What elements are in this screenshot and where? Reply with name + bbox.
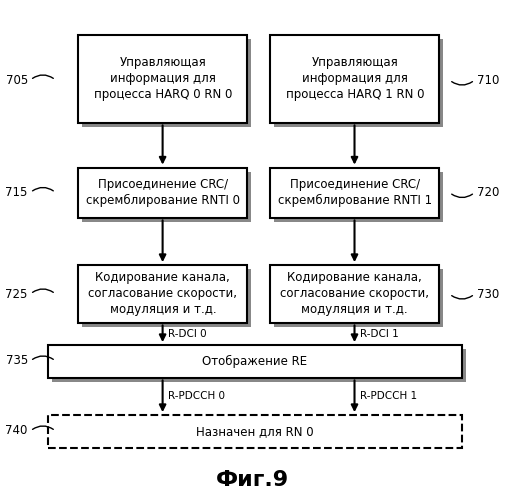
Text: Кодирование канала,
согласование скорости,
модуляция и т.д.: Кодирование канала, согласование скорост… — [280, 271, 429, 316]
Text: R-DCI 1: R-DCI 1 — [360, 329, 398, 339]
Text: 715: 715 — [6, 186, 28, 199]
Bar — [270, 168, 439, 218]
Bar — [78, 265, 247, 322]
Bar — [48, 345, 462, 378]
Bar — [270, 265, 439, 322]
Bar — [270, 35, 439, 122]
Bar — [82, 39, 251, 126]
Bar — [82, 269, 251, 326]
Text: 725: 725 — [6, 288, 28, 300]
Text: R-PDCCH 1: R-PDCCH 1 — [360, 391, 417, 401]
Bar — [78, 168, 247, 218]
Bar — [274, 39, 443, 126]
Bar — [78, 35, 247, 122]
Text: 740: 740 — [6, 424, 28, 438]
Bar — [274, 269, 443, 326]
Bar — [52, 349, 466, 382]
Text: 710: 710 — [477, 74, 499, 86]
Text: 735: 735 — [6, 354, 28, 368]
Text: Управляющая
информация для
процесса HARQ 0 RN 0: Управляющая информация для процесса HARQ… — [93, 56, 232, 101]
Text: R-PDCCH 0: R-PDCCH 0 — [168, 391, 225, 401]
Text: 720: 720 — [477, 186, 499, 199]
Text: Назначен для RN 0: Назначен для RN 0 — [196, 425, 314, 438]
Bar — [48, 415, 462, 448]
Text: Фиг.9: Фиг.9 — [216, 470, 289, 490]
Text: Кодирование канала,
согласование скорости,
модуляция и т.д.: Кодирование канала, согласование скорост… — [88, 271, 237, 316]
Text: 730: 730 — [477, 288, 499, 300]
Text: Управляющая
информация для
процесса HARQ 1 RN 0: Управляющая информация для процесса HARQ… — [285, 56, 424, 101]
Text: Отображение RE: Отображение RE — [203, 354, 308, 368]
Bar — [82, 172, 251, 222]
Text: Присоединение CRC/
скремблирование RNTI 1: Присоединение CRC/ скремблирование RNTI … — [278, 178, 432, 207]
Text: 705: 705 — [6, 74, 28, 86]
Text: Присоединение CRC/
скремблирование RNTI 0: Присоединение CRC/ скремблирование RNTI … — [86, 178, 240, 207]
Text: R-DCI 0: R-DCI 0 — [168, 329, 206, 339]
Bar — [274, 172, 443, 222]
